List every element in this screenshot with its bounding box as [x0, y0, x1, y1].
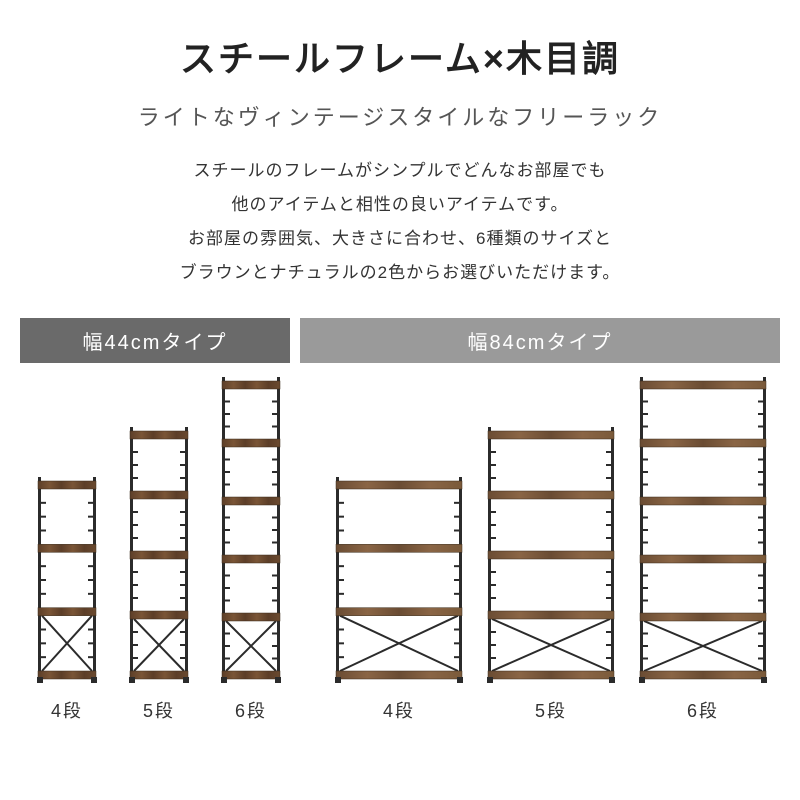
- desc-line: 他のアイテムと相性の良いアイテムです。: [20, 188, 780, 222]
- shelf-84-6tier: 6段: [631, 373, 775, 723]
- type-44-header: 幅44cmタイプ: [20, 318, 290, 363]
- desc-line: スチールのフレームがシンプルでどんなお部屋でも: [20, 154, 780, 188]
- shelves-row: 4段: [20, 373, 780, 723]
- type-header-row: 幅44cmタイプ 幅84cmタイプ: [20, 318, 780, 363]
- shelf-84-4tier: 4段: [327, 373, 471, 723]
- shelf-44-4tier: 4段: [25, 373, 109, 723]
- shelf-label: 6段: [687, 697, 719, 723]
- product-subtitle: ライトなヴィンテージスタイルなフリーラック: [20, 100, 780, 132]
- shelf-label: 5段: [143, 697, 175, 723]
- shelf-label: 4段: [51, 697, 83, 723]
- shelf-svg: [638, 377, 768, 685]
- desc-line: お部屋の雰囲気、大きさに合わせ、6種類のサイズと: [20, 222, 780, 256]
- shelf-label: 4段: [383, 697, 415, 723]
- shelf-84-5tier: 5段: [479, 373, 623, 723]
- product-infographic: スチールフレーム×木目調 ライトなヴィンテージスタイルなフリーラック スチールの…: [0, 0, 800, 723]
- shelf-label: 6段: [235, 697, 267, 723]
- type-84-header: 幅84cmタイプ: [300, 318, 780, 363]
- shelf-svg: [486, 427, 616, 685]
- product-description: スチールのフレームがシンプルでどんなお部屋でも 他のアイテムと相性の良いアイテム…: [20, 154, 780, 290]
- product-title: スチールフレーム×木目調: [20, 30, 780, 82]
- shelf-44-6tier: 6段: [209, 373, 293, 723]
- shelf-svg: [128, 427, 190, 685]
- shelf-label: 5段: [535, 697, 567, 723]
- shelf-svg: [334, 477, 464, 685]
- shelf-svg: [36, 477, 98, 685]
- shelf-44-5tier: 5段: [117, 373, 201, 723]
- desc-line: ブラウンとナチュラルの2色からお選びいただけます。: [20, 256, 780, 290]
- shelf-svg: [220, 377, 282, 685]
